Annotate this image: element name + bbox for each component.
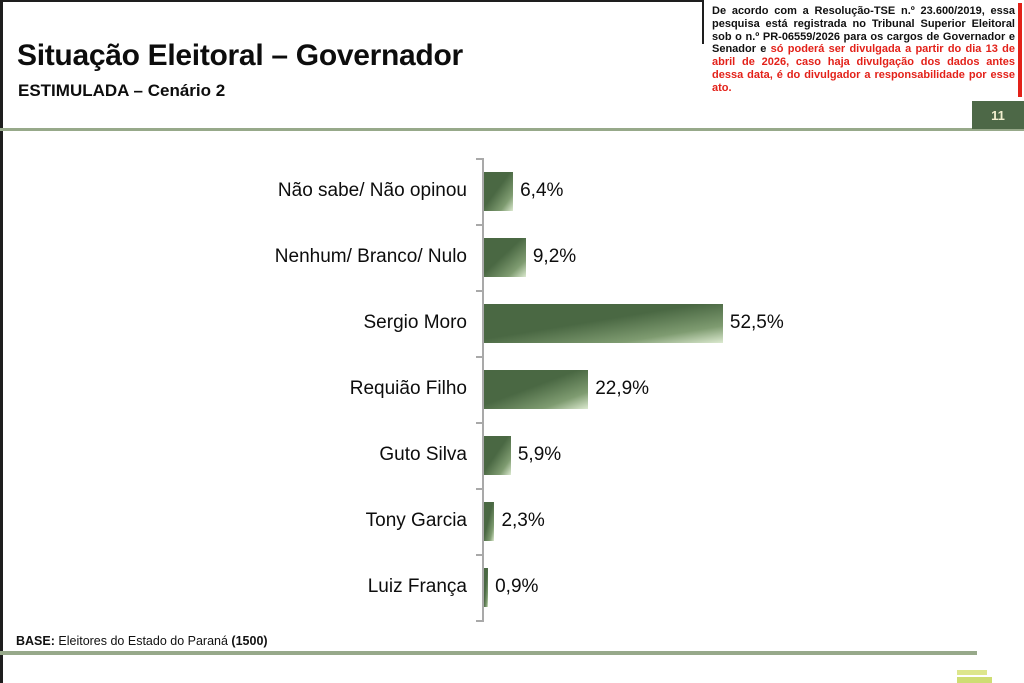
value-label: 0,9% — [495, 576, 539, 597]
bar — [484, 501, 495, 541]
axis-tick — [476, 620, 484, 622]
base-note-count: (1500) — [231, 634, 268, 648]
bar — [484, 171, 514, 211]
logo-lime-bar-top — [957, 670, 987, 675]
legal-notice-red: só poderá ser divulgada a partir do dia … — [712, 43, 1015, 94]
page-number-badge: 11 — [972, 101, 1024, 129]
base-note-label: BASE: — [16, 634, 55, 648]
base-note: BASE: Eleitores do Estado do Paraná (150… — [16, 634, 268, 648]
page-title: Situação Eleitoral – Governador — [17, 39, 463, 72]
axis-tick — [476, 224, 484, 226]
axis-tick — [476, 422, 484, 424]
value-label: 22,9% — [595, 378, 650, 399]
axis-tick — [476, 290, 484, 292]
value-label: 52,5% — [729, 312, 784, 333]
left-frame-line — [0, 0, 3, 683]
legal-notice: De acordo com a Resolução-TSE n.º 23.600… — [712, 5, 1015, 94]
legal-notice-black: De acordo com a Resolução-TSE n.º 23.600… — [712, 5, 1015, 56]
category-label: Guto Silva — [379, 444, 467, 465]
chart-row: Não sabe/ Não opinou 6,4% — [0, 158, 1024, 224]
category-label: Nenhum/ Branco/ Nulo — [274, 246, 467, 267]
chart-row: Tony Garcia 2,3% — [0, 488, 1024, 554]
bar-chart: Não sabe/ Não opinou 6,4% Nenhum/ Branco… — [0, 158, 1024, 620]
value-label: 5,9% — [517, 444, 562, 465]
chart-row: Requião Filho 22,9% — [0, 356, 1024, 422]
category-label: Sergio Moro — [363, 312, 468, 333]
chart-row: Sergio Moro 52,5% — [0, 290, 1024, 356]
axis-tick — [476, 554, 484, 556]
chart-row: Luiz França 0,9% — [0, 554, 1024, 620]
axis-tick — [476, 158, 484, 160]
page-subtitle: ESTIMULADA – Cenário 2 — [18, 81, 226, 100]
category-label: Luiz França — [367, 576, 467, 597]
top-frame-corner — [702, 0, 704, 44]
y-axis-line — [482, 158, 484, 622]
category-label: Tony Garcia — [365, 510, 467, 531]
bar — [484, 567, 489, 607]
footer-divider-line — [0, 651, 977, 655]
logo-lime-bar-bottom — [957, 677, 992, 683]
axis-tick — [476, 488, 484, 490]
category-label: Requião Filho — [349, 378, 467, 399]
chart-row: Nenhum/ Branco/ Nulo 9,2% — [0, 224, 1024, 290]
value-label: 2,3% — [501, 510, 545, 531]
value-label: 6,4% — [520, 180, 564, 201]
bar — [484, 369, 589, 409]
bar — [484, 435, 511, 475]
base-note-text: Eleitores do Estado do Paraná — [54, 634, 232, 648]
axis-tick — [476, 356, 484, 358]
value-label: 9,2% — [532, 246, 577, 267]
bar — [484, 237, 526, 277]
header-divider-line — [0, 128, 1024, 131]
category-label: Não sabe/ Não opinou — [277, 180, 467, 201]
legal-notice-red-rule — [1018, 3, 1022, 97]
chart-row: Guto Silva 5,9% — [0, 422, 1024, 488]
bar — [484, 303, 723, 343]
top-frame-line — [0, 0, 704, 2]
